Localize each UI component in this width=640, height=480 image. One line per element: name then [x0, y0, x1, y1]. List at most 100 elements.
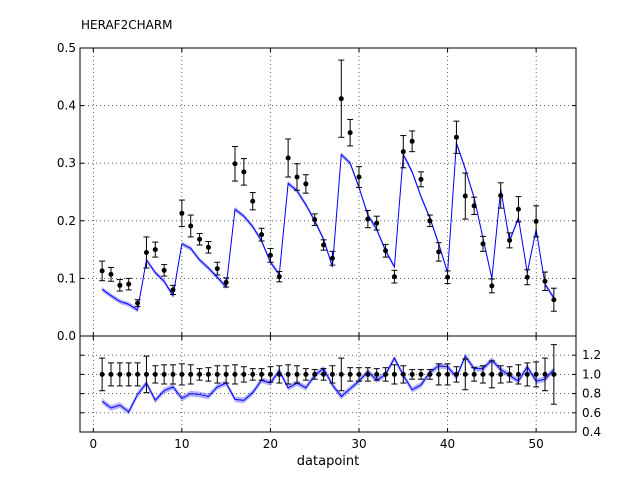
ratio-data-point	[347, 371, 353, 377]
main-data-point	[179, 210, 185, 216]
main-data-point	[383, 248, 389, 254]
ratio-data-point	[223, 371, 229, 377]
ratio-data-point	[312, 371, 318, 377]
main-data-point	[294, 174, 300, 180]
chart-title: HERAF2CHARM	[81, 18, 173, 32]
main-data-point	[276, 274, 282, 280]
ratio-data-point	[99, 371, 105, 377]
ratio-y-tick-label: 1.2	[582, 348, 601, 362]
ratio-x-tick-label: 0	[89, 437, 97, 451]
main-data-point	[312, 217, 318, 223]
main-data-point	[453, 134, 459, 140]
main-data-point	[223, 279, 229, 285]
main-data-point	[329, 255, 335, 261]
ratio-data-point	[418, 371, 424, 377]
ratio-data-point	[303, 371, 309, 377]
ratio-data-point	[338, 371, 344, 377]
main-data-point	[152, 247, 158, 253]
main-data-point	[480, 241, 486, 247]
ratio-data-point	[507, 371, 513, 377]
main-data-point	[99, 268, 105, 274]
ratio-x-tick-label: 20	[263, 437, 278, 451]
main-data-point	[551, 297, 557, 303]
ratio-y-tick-label: 0.4	[582, 425, 601, 439]
ratio-data-point	[214, 371, 220, 377]
main-theory-band	[101, 140, 555, 313]
main-data-point	[471, 203, 477, 209]
ratio-data-point	[143, 371, 149, 377]
ratio-data-point	[108, 371, 114, 377]
main-data-point	[374, 220, 380, 226]
main-data-point	[143, 249, 149, 255]
main-data-point	[347, 130, 353, 136]
main-ticks: 0.0 0.1 0.2 0.3 0.4 0.5	[57, 41, 576, 343]
ratio-ticks: 0 10 20 30 40 50 0.4 0.6 0.8 1.0 1.2	[80, 336, 601, 451]
main-data-point	[533, 218, 539, 224]
ratio-data-point	[329, 371, 335, 377]
ratio-theory-line	[101, 355, 555, 413]
ratio-data-point	[276, 371, 282, 377]
ratio-theory-band	[101, 353, 555, 415]
main-data-points	[99, 96, 557, 306]
ratio-data-point	[356, 371, 362, 377]
ratio-data-point	[445, 371, 451, 377]
main-y-tick-label: 0.2	[57, 214, 76, 228]
x-axis-label: datapoint	[297, 454, 359, 469]
ratio-data-point	[170, 371, 176, 377]
ratio-data-point	[135, 371, 141, 377]
main-data-point	[365, 216, 371, 222]
main-data-point	[188, 223, 194, 229]
ratio-data-point	[188, 371, 194, 377]
main-data-point	[241, 169, 247, 175]
ratio-data-point	[232, 371, 238, 377]
ratio-data-point	[161, 371, 167, 377]
main-data-point	[267, 252, 273, 258]
ratio-data-point	[117, 371, 123, 377]
ratio-data-point	[294, 371, 300, 377]
ratio-x-tick-label: 30	[351, 437, 366, 451]
ratio-data-point	[250, 371, 256, 377]
main-data-point	[542, 278, 548, 284]
ratio-data-point	[241, 371, 247, 377]
ratio-data-points	[99, 371, 557, 377]
main-data-point	[161, 267, 167, 273]
ratio-data-point	[285, 371, 291, 377]
main-data-point	[489, 283, 495, 289]
ratio-plot-frame	[79, 335, 577, 433]
main-data-point	[409, 138, 415, 144]
main-data-point	[285, 155, 291, 161]
ratio-data-point	[515, 371, 521, 377]
ratio-data-point	[471, 371, 477, 377]
main-theory-line	[101, 142, 555, 311]
main-data-point	[303, 181, 309, 187]
ratio-data-point	[462, 371, 468, 377]
main-data-point	[232, 161, 238, 167]
main-y-tick-label: 0.3	[57, 156, 76, 170]
main-data-point	[117, 282, 123, 288]
ratio-y-tick-label: 1.0	[582, 367, 601, 381]
main-data-point	[391, 274, 397, 280]
ratio-data-point	[524, 371, 530, 377]
ratio-panel: 0 10 20 30 40 50 0.4 0.6 0.8 1.0 1.2	[79, 335, 601, 451]
ratio-x-tick-label: 50	[529, 437, 544, 451]
ratio-data-point	[489, 371, 495, 377]
ratio-data-point	[453, 371, 459, 377]
main-data-point	[427, 218, 433, 224]
ratio-data-point	[427, 371, 433, 377]
ratio-data-point	[533, 371, 539, 377]
main-data-point	[498, 192, 504, 198]
ratio-y-tick-label: 0.6	[582, 406, 601, 420]
ratio-data-point	[391, 371, 397, 377]
main-data-point	[515, 206, 521, 212]
main-data-point	[108, 271, 114, 277]
ratio-data-point	[179, 371, 185, 377]
main-data-point	[250, 198, 256, 204]
ratio-data-point	[205, 371, 211, 377]
ratio-data-point	[152, 371, 158, 377]
ratio-data-point	[551, 371, 557, 377]
main-data-point	[436, 249, 442, 255]
ratio-data-point	[374, 371, 380, 377]
ratio-data-point	[267, 371, 273, 377]
